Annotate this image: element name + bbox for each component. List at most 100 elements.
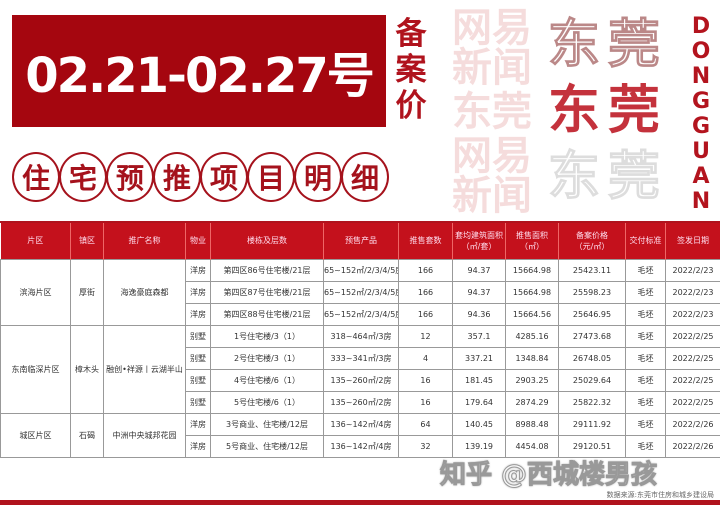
units: 12 <box>398 324 453 348</box>
total-area: 15664.56 <box>505 302 559 326</box>
price: 25822.32 <box>558 390 626 414</box>
table-row: 城区片区 石碣 中洲中央城邦花园 洋房 3号商业、住宅楼/12层 136~142㎡/4房 6… <box>0 412 720 458</box>
property-type: 别墅 <box>185 368 211 392</box>
column-header: 推广名称 <box>103 223 186 259</box>
english-letter: N <box>691 64 711 89</box>
units: 16 <box>398 390 453 414</box>
bottom-bar <box>0 500 720 505</box>
product: 65~152㎡/2/3/4/5房 <box>323 280 399 304</box>
building: 第四区86号住宅楼/21层 <box>210 258 324 282</box>
english-letter: D <box>691 14 711 39</box>
watermark: 东莞 <box>452 89 532 135</box>
subtitle: 住宅预推项目明细 <box>12 152 389 202</box>
total-area: 2874.29 <box>505 390 559 414</box>
table-row: 滨海片区 厚街 海逸豪庭森都 洋房 第四区86号住宅楼/21层 65~152㎡/2/3/4… <box>0 258 720 326</box>
delivery: 毛坯 <box>625 258 666 282</box>
property-type: 洋房 <box>185 412 211 436</box>
issue-date: 2022/2/25 <box>665 346 720 370</box>
price: 27473.68 <box>558 324 626 348</box>
property-type: 洋房 <box>185 258 211 282</box>
avg-area: 337.21 <box>452 346 506 370</box>
subtitle-char: 目 <box>247 152 295 202</box>
delivery: 毛坯 <box>625 280 666 304</box>
product: 333~341㎡/3房 <box>323 346 399 370</box>
product: 136~142㎡/4房 <box>323 412 399 436</box>
area-cell: 东南临深片区 <box>0 324 71 414</box>
product: 135~260㎡/2房 <box>323 390 399 414</box>
watermark: 网易新闻 <box>452 133 532 219</box>
column-header: 推售面积 （㎡） <box>505 223 559 259</box>
delivery: 毛坯 <box>625 412 666 436</box>
delivery: 毛坯 <box>625 368 666 392</box>
product: 65~152㎡/2/3/4/5房 <box>323 302 399 326</box>
issue-date: 2022/2/23 <box>665 302 720 326</box>
property-type: 洋房 <box>185 302 211 326</box>
units: 166 <box>398 302 453 326</box>
total-area: 15664.98 <box>505 258 559 282</box>
project-cell: 中洲中央城邦花园 <box>103 412 186 458</box>
property-type: 别墅 <box>185 324 211 348</box>
deco-light: 东莞 <box>548 147 669 208</box>
project-cell: 海逸豪庭森都 <box>103 258 186 326</box>
subtitle-char: 预 <box>106 152 154 202</box>
building: 第四区88号住宅楼/21层 <box>210 302 324 326</box>
building: 2号住宅楼/3（1） <box>210 346 324 370</box>
total-area: 15664.98 <box>505 280 559 304</box>
avg-area: 94.36 <box>452 302 506 326</box>
table-row: 别墅 4号住宅楼/6（1） 135~260㎡/2房 16 181.45 2903.25 25… <box>1 368 720 392</box>
price: 26748.05 <box>558 346 626 370</box>
english-letter: G <box>691 89 711 114</box>
side-char: 价 <box>395 88 427 124</box>
divider <box>0 221 720 223</box>
zhihu-watermark: 知乎 @西城楼男孩 <box>439 460 658 491</box>
units: 64 <box>398 412 453 436</box>
deco-main: 东莞 <box>548 81 669 141</box>
delivery: 毛坯 <box>625 346 666 370</box>
column-header: 镇区 <box>70 223 104 259</box>
english-letter: N <box>691 189 711 214</box>
side-label: 备 案 价 <box>394 16 428 124</box>
english-letter: U <box>692 139 710 164</box>
issue-date: 2022/2/26 <box>665 412 720 436</box>
subtitle-char: 细 <box>341 152 389 202</box>
table-row: 洋房 5号商业、住宅楼/12层 136~142㎡/4房 32 139.19 4454.08… <box>1 434 720 458</box>
product: 136~142㎡/4房 <box>323 434 399 458</box>
price: 25598.23 <box>558 280 626 304</box>
avg-area: 357.1 <box>452 324 506 348</box>
english-letter: G <box>691 114 711 139</box>
product: 318~464㎡/3房 <box>323 324 399 348</box>
building: 5号住宅楼/6（1） <box>210 390 324 414</box>
building: 5号商业、住宅楼/12层 <box>210 434 324 458</box>
avg-area: 94.37 <box>452 258 506 282</box>
column-header: 楼栋及层数 <box>210 223 324 259</box>
units: 166 <box>398 280 453 304</box>
property-type: 别墅 <box>185 346 211 370</box>
area-cell: 滨海片区 <box>0 258 71 326</box>
avg-area: 94.37 <box>452 280 506 304</box>
column-header: 签发日期 <box>665 223 720 259</box>
avg-area: 140.45 <box>452 412 506 436</box>
building: 第四区87号住宅楼/21层 <box>210 280 324 304</box>
price: 25423.11 <box>558 258 626 282</box>
presale-table: 片区 镇区 推广名称 物业 楼栋及层数 预售产品 推售套数 套均建筑面积 （㎡/套） 推售面积 … <box>0 223 720 458</box>
issue-date: 2022/2/25 <box>665 368 720 392</box>
watermark: 网易新闻 <box>452 5 532 91</box>
total-area: 1348.84 <box>505 346 559 370</box>
delivery: 毛坯 <box>625 390 666 414</box>
delivery: 毛坯 <box>625 302 666 326</box>
area-cell: 城区片区 <box>0 412 71 458</box>
units: 166 <box>398 258 453 282</box>
product: 65~152㎡/2/3/4/5房 <box>323 258 399 282</box>
column-header: 备案价格 （元/㎡） <box>558 223 626 259</box>
issue-date: 2022/2/23 <box>665 280 720 304</box>
total-area: 8988.48 <box>505 412 559 436</box>
deco-outline: 东莞 <box>548 15 669 76</box>
avg-area: 139.19 <box>452 434 506 458</box>
price: 29120.51 <box>558 434 626 458</box>
table-row: 东南临深片区 樟木头 融创•祥源丨云湖半山 别墅 1号住宅楼/3（1） 318~464㎡/… <box>0 324 720 414</box>
english-letter: O <box>691 39 711 64</box>
column-header: 交付标准 <box>625 223 666 259</box>
property-type: 洋房 <box>185 434 211 458</box>
side-char: 案 <box>395 52 427 88</box>
